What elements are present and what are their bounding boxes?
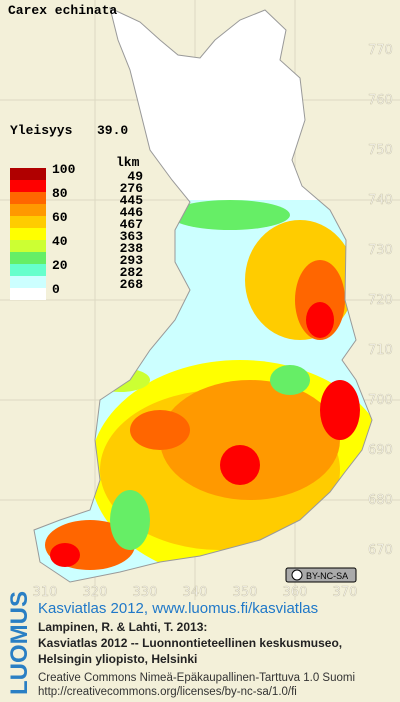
legend-swatch xyxy=(10,264,46,276)
title: Carex echinata xyxy=(8,3,117,18)
legend-swatch xyxy=(10,192,46,204)
easting-label: 340 xyxy=(183,585,208,600)
legend-count: 49 xyxy=(127,169,143,184)
frequency-label: Yleisyys xyxy=(10,123,73,138)
northing-label: 710 xyxy=(368,343,393,358)
legend-swatch xyxy=(10,204,46,216)
dynamic: 100 80 60 40 20 0 4927644544646736323829328226… xyxy=(10,43,393,600)
easting-label: 330 xyxy=(133,585,158,600)
easting-label: 320 xyxy=(83,585,108,600)
link[interactable]: Kasviatlas 2012, www.luomus.fi/kasviatla… xyxy=(38,600,318,617)
legend-swatch xyxy=(10,276,46,288)
legend-count: 445 xyxy=(120,193,144,208)
license-url[interactable]: http://creativecommons.org/licenses/by-n… xyxy=(38,686,297,698)
legend-percent: 80 xyxy=(52,186,68,201)
northing-label: 690 xyxy=(368,443,393,458)
brand: LUOMUS xyxy=(6,591,33,695)
easting-label: 370 xyxy=(333,585,358,600)
legend-percent: 60 xyxy=(52,210,68,225)
legend-count: 363 xyxy=(120,229,144,244)
northing-label: 720 xyxy=(368,293,393,308)
northing-label: 740 xyxy=(368,193,393,208)
legend-count: 293 xyxy=(120,253,144,268)
citation: Kasviatlas 2012 -- Luonnontieteellinen k… xyxy=(38,636,342,650)
legend-count: 467 xyxy=(120,217,143,232)
legend-percent: 0 xyxy=(52,282,60,297)
legend-swatch xyxy=(10,216,46,228)
legend-swatch xyxy=(10,288,46,300)
frequency-value: 39.0 xyxy=(97,123,128,138)
easting-label: 310 xyxy=(33,585,58,600)
easting-label: 350 xyxy=(233,585,258,600)
easting-label: 360 xyxy=(283,585,308,600)
citation: Helsingin yliopisto, Helsinki xyxy=(38,652,197,666)
citation: Lampinen, R. & Lahti, T. 2013: xyxy=(38,620,207,634)
legend-count: 238 xyxy=(120,241,144,256)
legend-percent: 20 xyxy=(52,258,68,273)
legend-swatch xyxy=(10,180,46,192)
legend-swatch xyxy=(10,252,46,264)
northing-label: 730 xyxy=(368,243,393,258)
northing-label: 750 xyxy=(368,143,393,158)
count-header: lkm xyxy=(116,155,140,170)
northing-label: 670 xyxy=(368,543,393,558)
legend-count: 276 xyxy=(120,181,144,196)
legend-swatch xyxy=(10,228,46,240)
legend-percent: 100 xyxy=(52,162,76,177)
northing-label: 760 xyxy=(368,93,393,108)
legend-swatch xyxy=(10,168,46,180)
northing-label: 700 xyxy=(368,393,393,408)
legend-swatch xyxy=(10,240,46,252)
northing-label: 680 xyxy=(368,493,393,508)
legend-percent: 40 xyxy=(52,234,68,249)
license: Creative Commons Nimeä-Epäkaupallinen-Ta… xyxy=(38,672,355,684)
legend-count: 446 xyxy=(120,205,144,220)
northing-label: 770 xyxy=(368,43,393,58)
legend-count: 268 xyxy=(120,277,144,292)
license-badge: BY-NC-SA xyxy=(285,567,357,583)
legend-count: 282 xyxy=(120,265,144,280)
badge-text: BY-NC-SA xyxy=(306,571,348,581)
